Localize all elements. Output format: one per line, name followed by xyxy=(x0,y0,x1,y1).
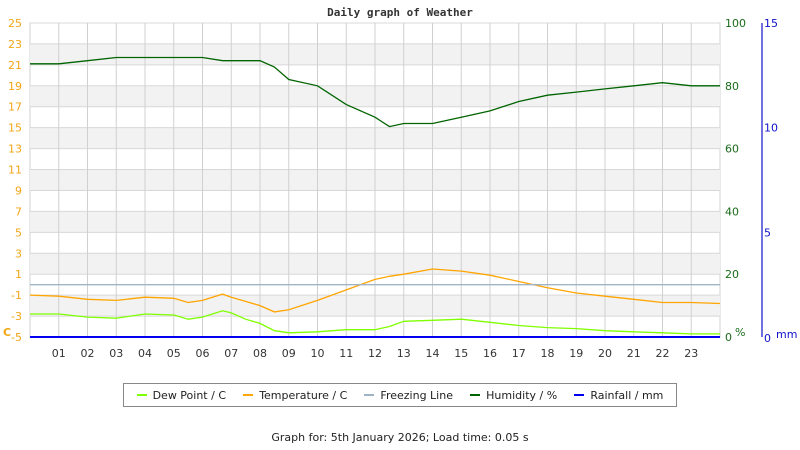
svg-text:01: 01 xyxy=(52,347,66,360)
svg-text:13: 13 xyxy=(8,143,22,156)
humidity-swatch-icon xyxy=(470,394,481,396)
svg-text:mm: mm xyxy=(776,328,797,341)
svg-text:-3: -3 xyxy=(11,310,22,323)
svg-text:0: 0 xyxy=(764,332,771,345)
legend-humidity: Humidity / % xyxy=(470,389,557,402)
legend-label: Temperature / C xyxy=(259,388,348,402)
svg-text:25: 25 xyxy=(8,17,22,30)
svg-text:17: 17 xyxy=(512,347,526,360)
hour-axis: 01 02 03 04 05 06 07 08 09 10 11 12 13 14 15 16 17 18 19 20… xyxy=(52,347,699,360)
graph-footer: Graph for: 5th January 2026; Load time: … xyxy=(271,431,529,444)
legend-label: Dew Point / C xyxy=(152,388,227,402)
svg-text:9: 9 xyxy=(15,184,22,197)
rainfall-axis: 15 10 5 0 mm xyxy=(761,17,797,345)
svg-text:10: 10 xyxy=(311,347,325,360)
svg-text:7: 7 xyxy=(15,205,22,218)
humidity-axis: 100 80 60 40 20 0% xyxy=(725,17,746,344)
svg-text:11: 11 xyxy=(8,164,22,177)
svg-text:06: 06 xyxy=(196,347,210,360)
svg-text:19: 19 xyxy=(8,80,22,93)
legend-label: Rainfall / mm xyxy=(590,388,664,402)
svg-text:07: 07 xyxy=(224,347,238,360)
svg-text:11: 11 xyxy=(339,347,353,360)
legend-label: Humidity / % xyxy=(486,388,558,402)
svg-text:-1: -1 xyxy=(11,289,22,302)
svg-text:3: 3 xyxy=(15,247,22,260)
svg-text:60: 60 xyxy=(725,143,739,156)
humidity-line xyxy=(30,56,720,128)
svg-text:13: 13 xyxy=(397,347,411,360)
svg-text:05: 05 xyxy=(167,347,181,360)
svg-text:03: 03 xyxy=(109,347,123,360)
temperature-axis: 25 23 21 19 17 15 13 11 9 7 5 3 1 -1 -3 -5C xyxy=(3,17,22,344)
svg-text:18: 18 xyxy=(541,347,555,360)
svg-text:0: 0 xyxy=(725,331,732,344)
svg-text:21: 21 xyxy=(8,59,22,72)
svg-text:15: 15 xyxy=(764,17,778,30)
svg-text:17: 17 xyxy=(8,101,22,114)
legend-temperature: Temperature / C xyxy=(243,389,347,402)
svg-text:22: 22 xyxy=(656,347,670,360)
svg-text:80: 80 xyxy=(725,80,739,93)
svg-text:%: % xyxy=(735,326,745,339)
dew-point-swatch-icon xyxy=(136,394,147,396)
svg-text:1: 1 xyxy=(15,268,22,281)
freezing-line-swatch-icon xyxy=(364,394,375,396)
svg-text:19: 19 xyxy=(569,347,583,360)
svg-text:15: 15 xyxy=(454,347,468,360)
legend-freezing-line: Freezing Line xyxy=(364,389,453,402)
legend-label: Freezing Line xyxy=(380,388,453,402)
legend-rainfall: Rainfall / mm xyxy=(574,389,663,402)
dew-point-cline xyxy=(30,310,720,335)
chart-title: Daily graph of Weather xyxy=(327,6,473,19)
svg-text:02: 02 xyxy=(81,347,95,360)
svg-text:100: 100 xyxy=(725,17,746,30)
svg-text:23: 23 xyxy=(8,38,22,51)
svg-text:08: 08 xyxy=(253,347,267,360)
temperature-swatch-icon xyxy=(243,394,254,396)
svg-text:20: 20 xyxy=(725,268,739,281)
svg-text:10: 10 xyxy=(764,122,778,135)
svg-text:20: 20 xyxy=(598,347,612,360)
svg-text:09: 09 xyxy=(282,347,296,360)
svg-text:-5: -5 xyxy=(11,331,22,344)
data-series xyxy=(29,56,721,338)
chart-legend: Dew Point / C Temperature / C Freezing L… xyxy=(123,383,677,407)
svg-text:C: C xyxy=(3,326,11,339)
svg-text:5: 5 xyxy=(15,226,22,239)
rainfall-swatch-icon xyxy=(574,394,585,396)
svg-text:16: 16 xyxy=(483,347,497,360)
svg-text:5: 5 xyxy=(764,226,771,239)
svg-text:23: 23 xyxy=(684,347,698,360)
svg-text:40: 40 xyxy=(725,205,739,218)
temperature-cline xyxy=(29,268,721,313)
svg-text:04: 04 xyxy=(138,347,152,360)
svg-text:12: 12 xyxy=(368,347,382,360)
legend-dew-point: Dew Point / C xyxy=(136,388,227,402)
svg-text:14: 14 xyxy=(426,347,440,360)
svg-text:15: 15 xyxy=(8,122,22,135)
svg-text:21: 21 xyxy=(627,347,641,360)
